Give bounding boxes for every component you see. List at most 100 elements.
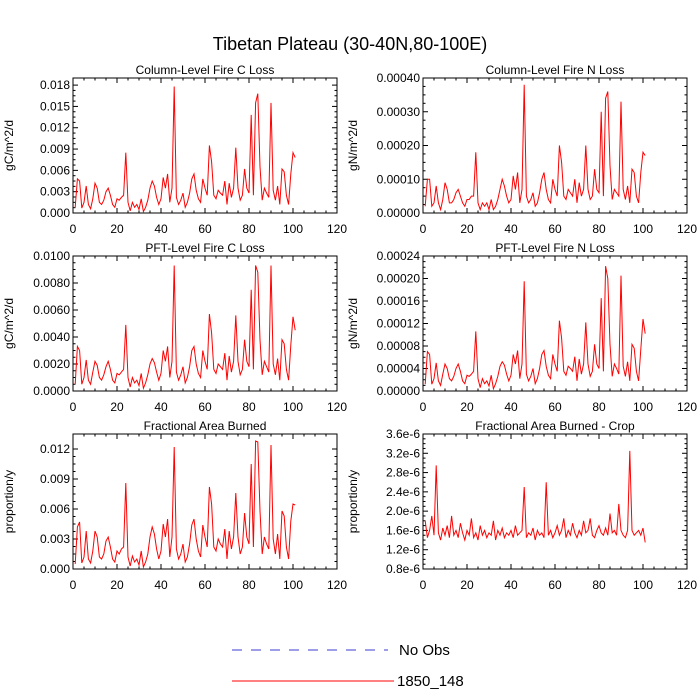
x-tick-label: 20 xyxy=(460,578,474,592)
legend-label-no-obs: No Obs xyxy=(399,642,450,659)
x-tick-label: 0 xyxy=(420,578,427,592)
panel-title: PFT-Level Fire N Loss xyxy=(495,241,614,255)
y-tick-label: 2.8e-6 xyxy=(386,466,420,480)
x-tick-label: 40 xyxy=(504,400,518,414)
y-tick-label: 0.018 xyxy=(40,78,70,92)
y-tick-label: 0.006 xyxy=(40,163,70,177)
x-tick-label: 80 xyxy=(592,222,606,236)
y-tick-label: 0.003 xyxy=(40,532,70,546)
plot-frame xyxy=(422,255,688,392)
y-tick-label: 3.6e-6 xyxy=(386,427,420,441)
panel-title: PFT-Level Fire C Loss xyxy=(145,241,264,255)
y-tick-label: 0.0020 xyxy=(33,357,70,371)
y-tick-label: 0.0000 xyxy=(33,384,70,398)
y-axis-label: proportion/y xyxy=(2,470,16,533)
x-tick-label: 20 xyxy=(460,222,474,236)
y-tick-label: 0.00040 xyxy=(377,71,421,85)
series-line-1 xyxy=(424,84,646,212)
y-tick-label: 0.009 xyxy=(40,142,70,156)
y-axis-label: gN/m^2/d xyxy=(346,298,360,349)
y-tick-label: 2.4e-6 xyxy=(386,485,420,499)
y-tick-label: 0.00016 xyxy=(377,294,421,308)
y-tick-label: 0.00010 xyxy=(377,172,421,186)
series-line-1 xyxy=(74,440,296,569)
figure-title: Tibetan Plateau (30-40N,80-100E) xyxy=(213,34,488,54)
x-tick-label: 120 xyxy=(327,222,347,236)
panel-title: Fractional Area Burned - Crop xyxy=(475,419,635,433)
chart-panel-6: Fractional Area Burned - Crop 0 20 40 60 80 10… xyxy=(346,419,697,592)
x-tick-label: 120 xyxy=(677,578,697,592)
plot-frame xyxy=(422,433,688,570)
x-tick-label: 0 xyxy=(420,222,427,236)
y-tick-label: 1.2e-6 xyxy=(386,543,420,557)
y-tick-label: 0.015 xyxy=(40,99,70,113)
y-tick-label: 3.2e-6 xyxy=(386,446,420,460)
x-tick-label: 120 xyxy=(327,400,347,414)
x-tick-label: 100 xyxy=(633,222,653,236)
y-tick-label: 0.006 xyxy=(40,502,70,516)
y-tick-label: 0.00000 xyxy=(377,384,421,398)
y-tick-label: 0.00004 xyxy=(377,362,421,376)
plot-frame xyxy=(72,433,338,570)
x-tick-label: 80 xyxy=(592,578,606,592)
y-axis-label: proportion/y xyxy=(346,470,360,533)
x-tick-label: 60 xyxy=(198,400,212,414)
x-tick-label: 120 xyxy=(327,578,347,592)
y-tick-label: 0.00020 xyxy=(377,272,421,286)
x-tick-label: 100 xyxy=(283,400,303,414)
x-tick-label: 40 xyxy=(154,578,168,592)
y-tick-label: 0.00030 xyxy=(377,105,421,119)
x-tick-label: 20 xyxy=(110,400,124,414)
y-tick-label: 1.6e-6 xyxy=(386,523,420,537)
y-tick-label: 0.00024 xyxy=(377,249,421,263)
series-line-1 xyxy=(74,265,296,391)
plot-frame xyxy=(72,255,338,392)
y-tick-label: 0.009 xyxy=(40,472,70,486)
legend: No Obs 1850_148 xyxy=(232,642,464,690)
y-tick-label: 2.0e-6 xyxy=(386,504,420,518)
x-tick-label: 60 xyxy=(548,578,562,592)
y-tick-label: 0.0100 xyxy=(33,249,70,263)
x-tick-label: 40 xyxy=(154,400,168,414)
y-tick-label: 0.000 xyxy=(40,562,70,576)
y-tick-label: 0.00020 xyxy=(377,139,421,153)
series-line-1 xyxy=(424,450,646,543)
chart-panel-3: PFT-Level Fire C Loss 0 20 40 60 80 100 120 0.00… xyxy=(2,241,347,414)
series-line-1 xyxy=(74,86,296,214)
x-tick-label: 40 xyxy=(504,222,518,236)
x-tick-label: 0 xyxy=(70,400,77,414)
y-tick-label: 0.0040 xyxy=(33,330,70,344)
chart-panel-5: Fractional Area Burned 0 20 40 60 80 100 120 0.0… xyxy=(2,419,347,592)
legend-label-1850-148: 1850_148 xyxy=(397,673,464,690)
chart-panel-2: Column-Level Fire N Loss 0 20 40 60 80 100 120 0… xyxy=(346,63,697,236)
panel-title: Column-Level Fire N Loss xyxy=(486,63,625,77)
y-axis-label: gC/m^2/d xyxy=(2,120,16,171)
x-tick-label: 0 xyxy=(70,578,77,592)
series-line-1 xyxy=(424,266,646,391)
chart-panel-1: Column-Level Fire C Loss 0 20 40 60 80 100 120 0… xyxy=(2,63,347,236)
y-axis-label: gN/m^2/d xyxy=(346,120,360,171)
x-tick-label: 20 xyxy=(460,400,474,414)
x-tick-label: 40 xyxy=(504,578,518,592)
panel-title: Column-Level Fire C Loss xyxy=(136,63,275,77)
chart-panel-4: PFT-Level Fire N Loss 0 20 40 60 80 100 120 0.00… xyxy=(346,241,697,414)
x-tick-label: 100 xyxy=(283,222,303,236)
plot-frame xyxy=(422,77,688,214)
x-tick-label: 80 xyxy=(592,400,606,414)
x-tick-label: 80 xyxy=(242,400,256,414)
panel-title: Fractional Area Burned xyxy=(144,419,267,433)
plot-frame xyxy=(72,77,338,214)
panels-group: Column-Level Fire C Loss 0 20 40 60 80 100 120 0… xyxy=(2,63,697,592)
x-tick-label: 60 xyxy=(548,400,562,414)
y-tick-label: 0.012 xyxy=(40,121,70,135)
x-tick-label: 60 xyxy=(198,578,212,592)
y-tick-label: 0.012 xyxy=(40,442,70,456)
y-axis-label: gC/m^2/d xyxy=(2,298,16,349)
x-tick-label: 20 xyxy=(110,222,124,236)
x-tick-label: 100 xyxy=(633,578,653,592)
y-tick-label: 0.8e-6 xyxy=(386,562,420,576)
x-tick-label: 60 xyxy=(548,222,562,236)
y-tick-label: 0.00000 xyxy=(377,206,421,220)
y-tick-label: 0.003 xyxy=(40,185,70,199)
